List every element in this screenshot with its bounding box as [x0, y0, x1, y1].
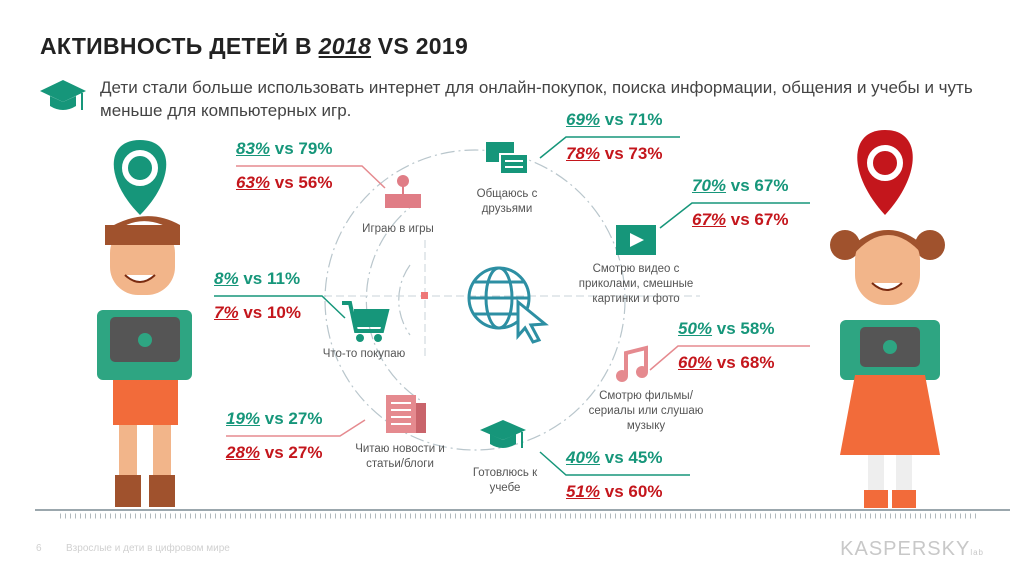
page-number: 6 — [36, 543, 42, 554]
stat-shopping: 8% vs 11% 7% vs 10% — [214, 269, 301, 322]
girl-illustration — [830, 130, 945, 508]
activity-label-games: Играю в игры — [362, 223, 434, 235]
page-title: АКТИВНОСТЬ ДЕТЕЙ В 2018 VS 2019 — [40, 33, 469, 59]
globe-cursor-icon — [467, 266, 549, 344]
graduation-cap-icon — [40, 80, 86, 110]
footer-text: Взрослые и дети в цифровом мире — [66, 543, 230, 554]
activity-label-shopping: Что-то покупаю — [322, 348, 406, 360]
newspaper-icon — [386, 395, 426, 433]
activity-label-study: Готовлюсь к учебе — [472, 467, 538, 494]
cart-icon — [342, 301, 390, 342]
kaspersky-logo: KASPERSKYlab — [840, 538, 984, 560]
stat-news: 19% vs 27% 28% vs 27% — [226, 409, 323, 462]
graduation-cap-icon — [480, 420, 526, 448]
boy-illustration — [97, 140, 192, 507]
subtitle: Дети стали больше использовать интернет … — [100, 78, 973, 120]
music-icon — [616, 345, 648, 382]
stat-friends: 69% vs 71% 78% vs 73% — [566, 110, 663, 163]
stat-music: 50% vs 58% 60% vs 68% — [678, 319, 775, 372]
activity-label-video: Смотрю видео с приколами, смешные картин… — [578, 263, 694, 305]
activity-label-friends: Общаюсь с друзьями — [476, 188, 538, 215]
activity-label-news: Читаю новости и статьи/блоги — [355, 443, 445, 470]
activity-label-music: Смотрю фильмы/сериалы или слушаю музыку — [588, 390, 704, 432]
video-icon — [616, 225, 656, 255]
stat-video: 70% vs 67% 67% vs 67% — [692, 176, 789, 229]
stat-games: 83% vs 79% 63% vs 56% — [236, 139, 333, 192]
stat-study: 40% vs 45% 51% vs 60% — [566, 448, 663, 501]
chat-icon — [486, 142, 529, 175]
joystick-icon — [385, 175, 421, 208]
